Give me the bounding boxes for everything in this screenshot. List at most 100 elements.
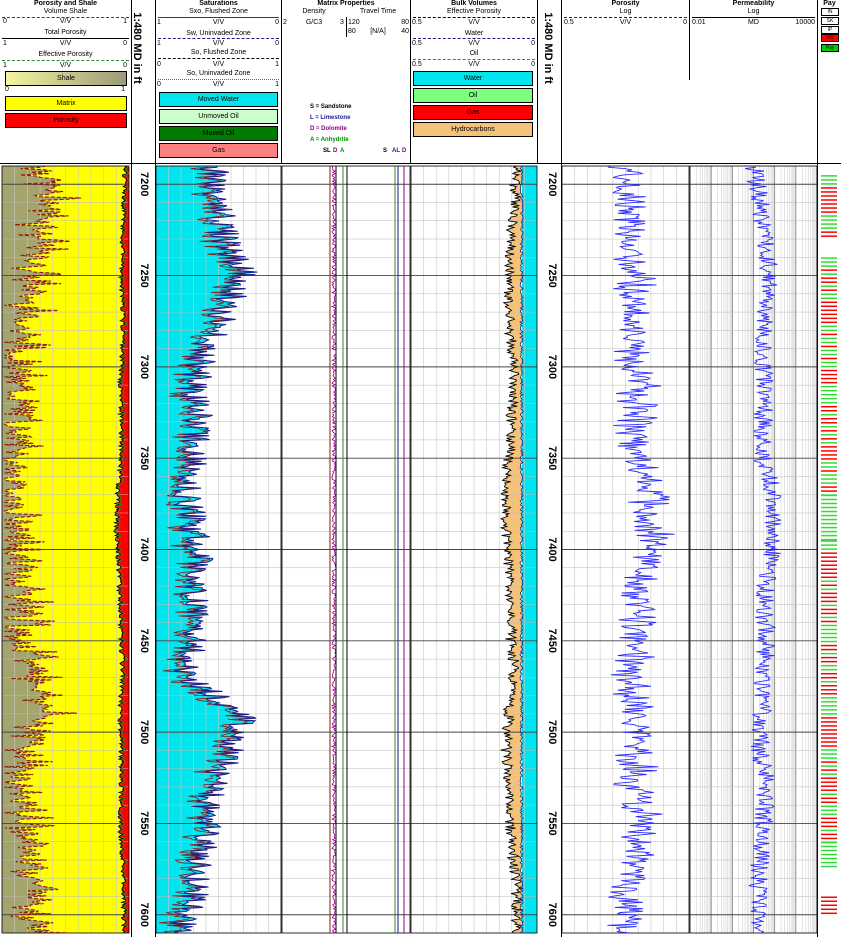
track6-title: Permeability [732, 0, 775, 7]
pay-flag [821, 498, 837, 501]
pay-flag [821, 313, 837, 316]
pay-flag [821, 680, 837, 683]
pay-flag [821, 321, 837, 324]
pay-flag [821, 896, 837, 898]
legend-unmoved-oil: Unmoved Oil [159, 109, 278, 124]
pay-flag [821, 640, 837, 643]
log-header [0, 0, 841, 164]
track4-curve3-name: Oil [469, 50, 479, 57]
pay-flag [821, 821, 837, 824]
depth-left-tick-label: 7400 [138, 537, 150, 561]
track2-curve3-min: 0 [157, 61, 161, 68]
track2-curve3-unit: V/V [212, 61, 225, 68]
pay-flag [821, 490, 837, 492]
track7-title: Pay [823, 0, 836, 7]
pay-flag [821, 393, 837, 396]
depth-right-tick-label: 7500 [546, 720, 558, 744]
pay-flag [821, 749, 837, 751]
depth-right-tick-label: 7400 [546, 537, 558, 561]
pay-flag [821, 219, 837, 221]
shale-scale-max: 1 [121, 86, 125, 93]
pay-flag [821, 813, 837, 816]
legend-gas: Gas [159, 143, 278, 158]
pay-flag [821, 309, 837, 312]
pay-flag [821, 721, 837, 723]
pay-flag [821, 845, 837, 848]
pay-flag [821, 257, 837, 259]
pay-flag [821, 514, 837, 517]
pay-flag [821, 805, 837, 808]
total-porosity-curve [113, 165, 128, 934]
track2-curve4-max: 1 [275, 81, 279, 88]
marker-d2: D [402, 148, 407, 154]
volume-shale-curve [2, 165, 82, 934]
pay-flag [821, 709, 837, 711]
track4-curve3-line [413, 59, 535, 60]
moved-water-fill [156, 166, 258, 933]
track5-frame [561, 165, 690, 934]
pay-legend-ip: IP [821, 26, 839, 34]
pay-flag [821, 733, 837, 735]
pay-flag [821, 305, 837, 308]
pay-flag [821, 462, 837, 464]
pay-flag [821, 522, 837, 525]
pay-flag [821, 592, 837, 595]
depth-right-tick-label: 7550 [546, 811, 558, 835]
track1-curve2-name: Total Porosity [44, 29, 87, 36]
bv-porosity-curve [499, 165, 523, 934]
pay-flag [821, 426, 837, 428]
pay-flag [821, 273, 837, 275]
pay-flag [821, 478, 837, 480]
track2-title: Saturations [199, 0, 238, 7]
pay-flag [821, 608, 837, 611]
track4-curve1-unit: V/V [468, 19, 480, 26]
pay-flag [821, 422, 837, 424]
track2-curve2-max: 0 [275, 40, 279, 47]
pay-flag [821, 325, 837, 328]
divider [817, 0, 818, 937]
pay-flag [821, 434, 837, 436]
pay-flag [821, 648, 837, 651]
pay-flag [821, 552, 837, 554]
pay-flag [821, 526, 837, 529]
pay-flag [821, 293, 837, 295]
track2-curve3-max: 1 [275, 61, 279, 68]
legend-porosity: Porosity [5, 113, 127, 128]
pay-flag [821, 540, 837, 542]
pay-flag [821, 183, 837, 185]
track6-frame [689, 165, 818, 934]
pay-flag [821, 741, 837, 743]
pay-flag [821, 474, 837, 476]
divider [131, 0, 132, 937]
pay-flag [821, 179, 837, 181]
pay-legend-pay: Pay [821, 44, 839, 52]
marker-a: A [340, 148, 345, 154]
pay-flag [821, 584, 837, 587]
pay-flag [821, 285, 837, 287]
pay-flag [821, 466, 837, 468]
legend-bv-water: Water [413, 71, 533, 86]
permeability-curve [745, 165, 783, 934]
track1-curve3-min: 1 [3, 62, 7, 69]
track1-curve1-max: 1 [123, 18, 127, 25]
pay-flag [821, 454, 837, 456]
pay-flag [821, 693, 837, 695]
pay-flag [821, 628, 837, 631]
pay-flag [821, 861, 837, 864]
pay-flag [821, 191, 837, 193]
track5-unit: V/V [619, 19, 632, 26]
porosity-log-curve [607, 165, 675, 934]
pay-flag [821, 801, 837, 804]
track2-curve4-line [158, 79, 279, 80]
pay-flag [821, 405, 837, 408]
pay-flag [821, 564, 837, 566]
track4-curve2-min: 0.5 [412, 40, 422, 47]
track3-density-max: 3 [340, 19, 344, 26]
track6-curve-line [692, 17, 815, 18]
pay-flag [821, 624, 837, 627]
track1-curve1-unit: V/V [59, 18, 72, 25]
track1-curve3-line [2, 60, 129, 61]
pay-flag [821, 187, 837, 189]
track2-curve1-max: 0 [275, 19, 279, 26]
pay-flag [821, 616, 837, 619]
